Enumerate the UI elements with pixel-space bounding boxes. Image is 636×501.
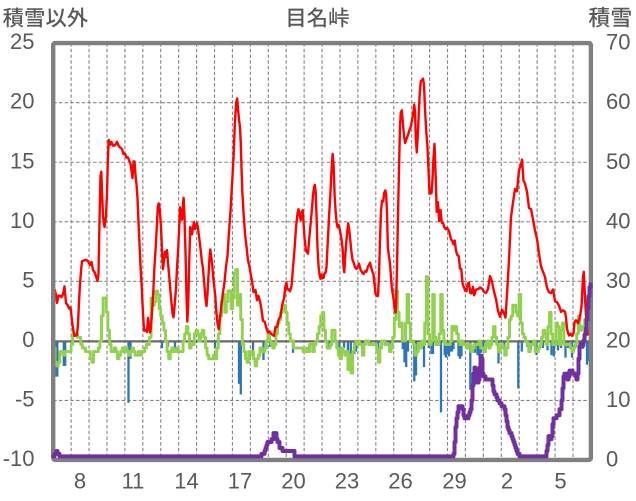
svg-text:26: 26 xyxy=(388,469,412,494)
svg-text:-10: -10 xyxy=(3,446,35,471)
svg-text:15: 15 xyxy=(10,148,34,173)
svg-text:5: 5 xyxy=(22,267,34,292)
svg-text:0: 0 xyxy=(606,447,618,472)
svg-text:10: 10 xyxy=(606,387,630,412)
svg-text:23: 23 xyxy=(335,469,359,494)
svg-text:30: 30 xyxy=(606,268,630,293)
svg-text:29: 29 xyxy=(442,469,466,494)
svg-text:17: 17 xyxy=(228,469,252,494)
svg-text:5: 5 xyxy=(554,469,566,494)
svg-text:70: 70 xyxy=(606,30,630,55)
svg-text:10: 10 xyxy=(10,208,34,233)
svg-text:-5: -5 xyxy=(15,386,35,411)
svg-text:20: 20 xyxy=(606,327,630,352)
svg-text:20: 20 xyxy=(10,89,34,114)
svg-text:2: 2 xyxy=(501,469,513,494)
svg-text:50: 50 xyxy=(606,149,630,174)
svg-text:20: 20 xyxy=(281,469,305,494)
svg-text:40: 40 xyxy=(606,208,630,233)
svg-text:60: 60 xyxy=(606,89,630,114)
svg-text:0: 0 xyxy=(22,327,34,352)
svg-text:8: 8 xyxy=(74,469,86,494)
svg-text:25: 25 xyxy=(10,29,34,54)
svg-text:11: 11 xyxy=(122,469,145,494)
svg-text:14: 14 xyxy=(174,469,198,494)
